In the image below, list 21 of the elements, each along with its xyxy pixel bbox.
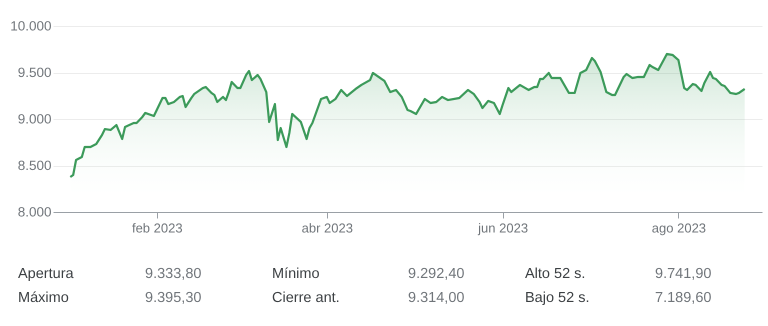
text: 9.741,90 — [655, 266, 712, 282]
text: 9.292,40 — [408, 266, 466, 282]
text: Mínimo — [272, 266, 321, 282]
x-tick-label: jun 2023 — [477, 220, 528, 236]
y-tick-label: 10.000 — [10, 18, 52, 34]
text: Máximo — [18, 290, 70, 306]
text: Apertura — [18, 266, 75, 282]
x-tick-label: feb 2023 — [132, 220, 183, 236]
x-tick-label: ago 2023 — [652, 220, 706, 236]
x-tick-label: abr 2023 — [302, 220, 353, 236]
y-tick-label: 9.500 — [18, 65, 52, 80]
text: 9.314,00 — [408, 290, 466, 306]
text: 7.189,60 — [655, 290, 712, 306]
y-tick-label: 9.000 — [18, 112, 52, 126]
y-tick-label: 8.000 — [18, 204, 52, 220]
text: Cierre ant. — [272, 290, 341, 306]
text: 9.395,30 — [145, 290, 202, 306]
text: Bajo 52 s. — [525, 290, 590, 306]
text: Alto 52 s. — [525, 266, 586, 282]
y-tick-label: 8.500 — [18, 158, 52, 173]
text: 9.333,80 — [145, 266, 202, 282]
